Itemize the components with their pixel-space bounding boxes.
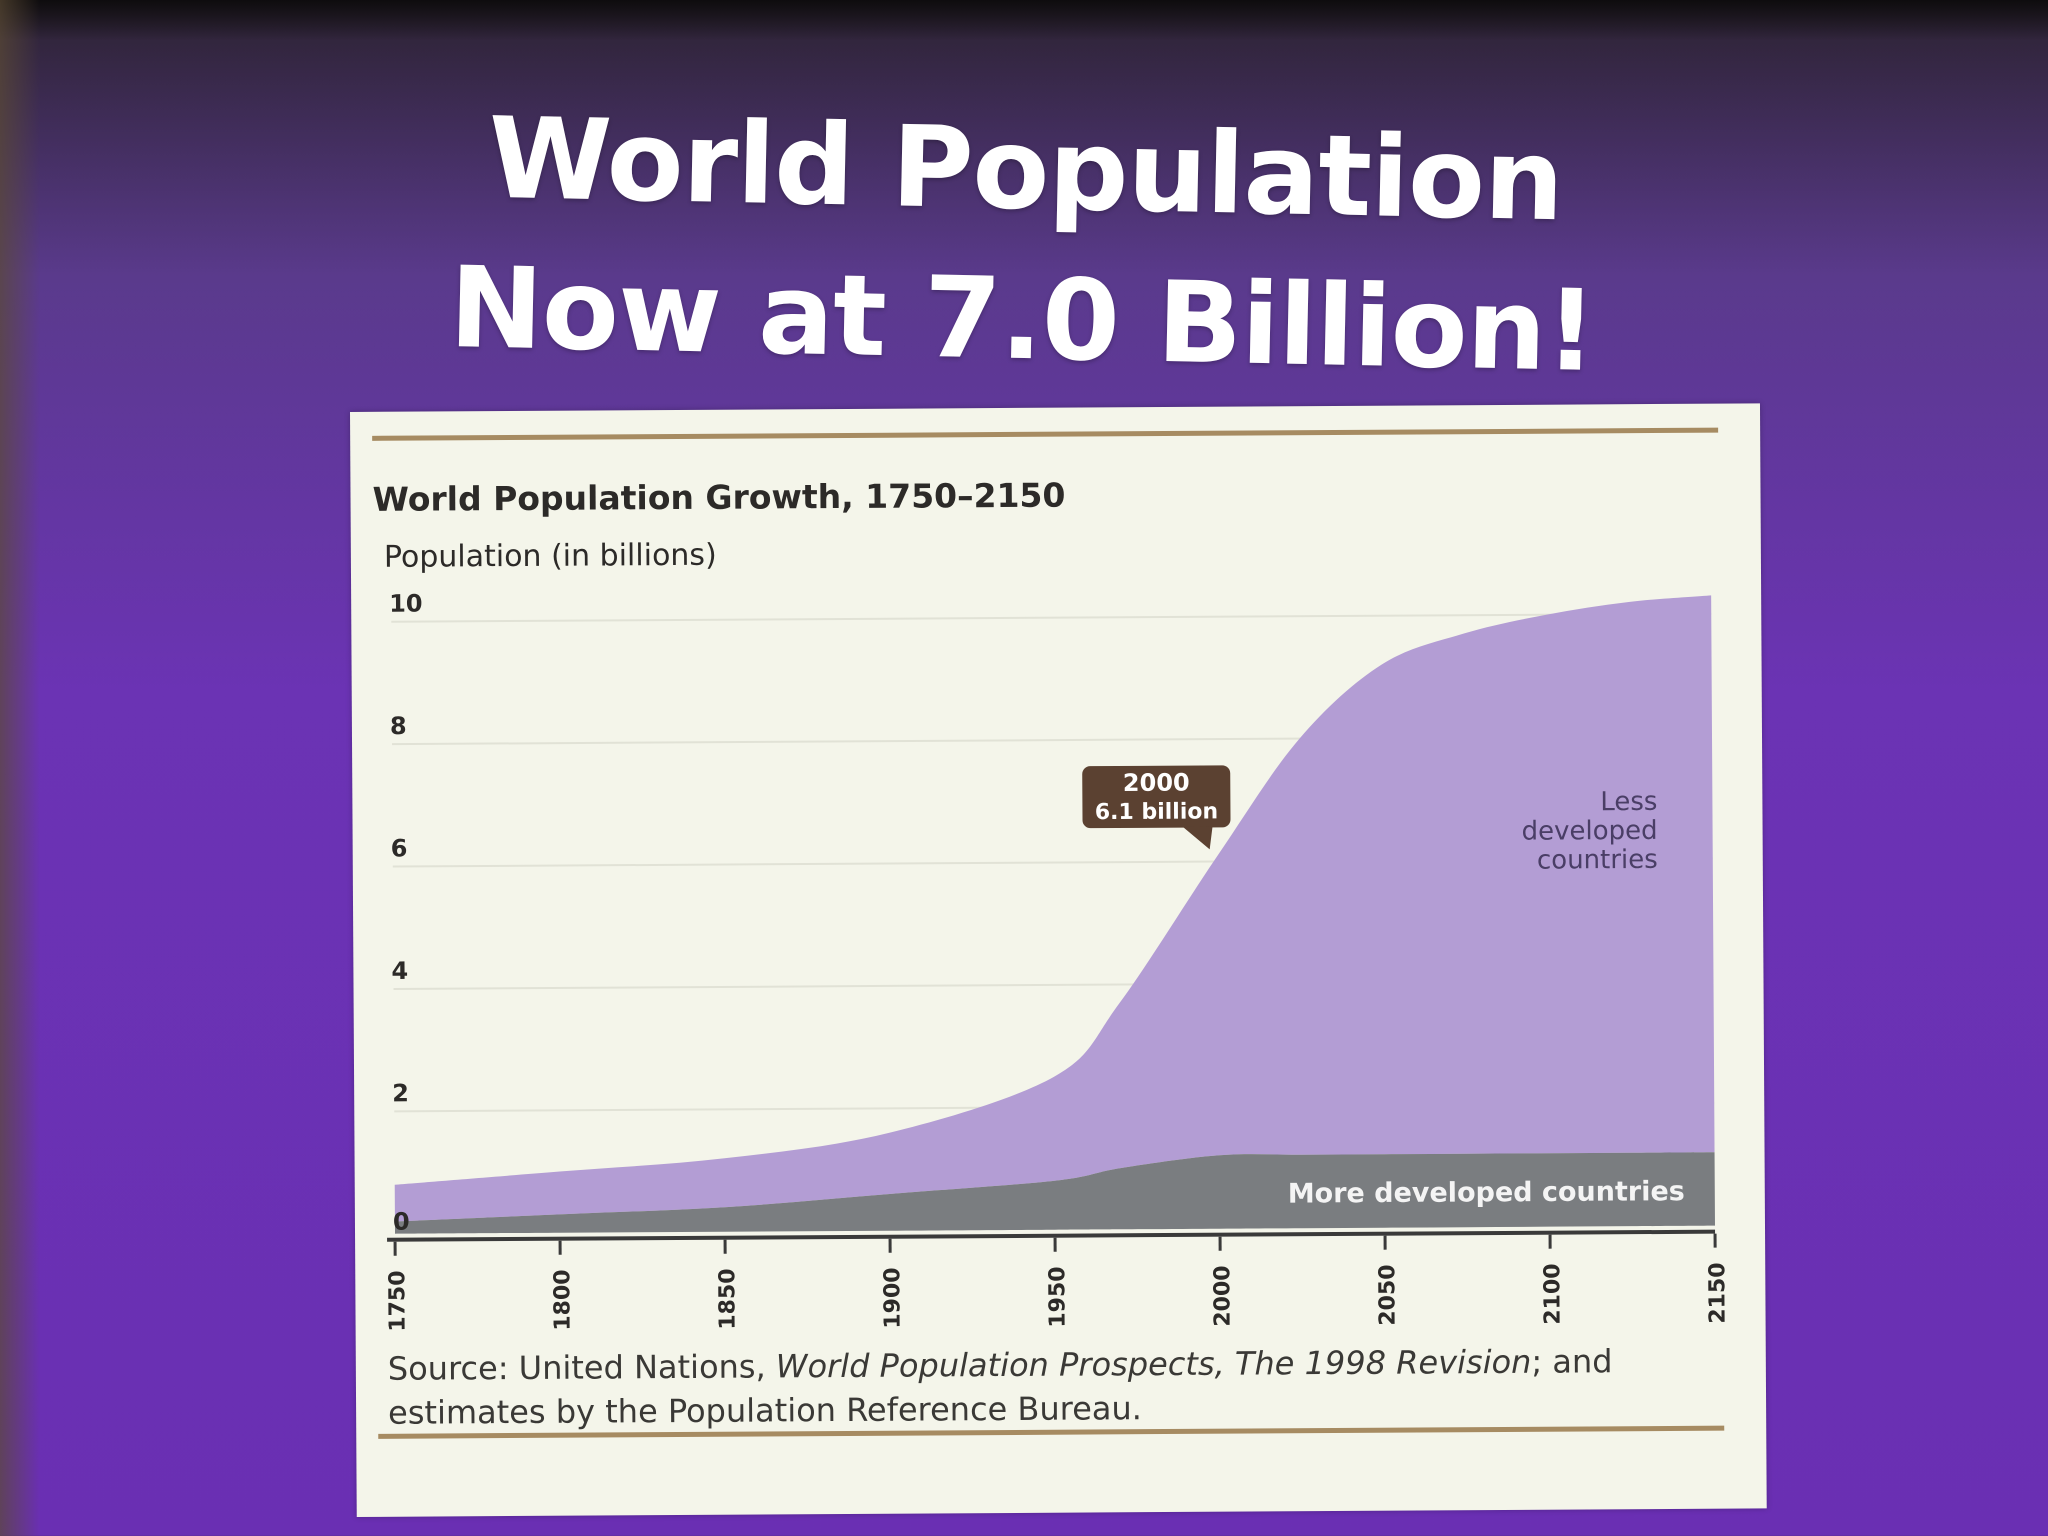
x-tick-label-2050: 2050: [1375, 1264, 1400, 1325]
series-label-less-developed-line-2: developed: [1521, 816, 1657, 847]
chart-panel: World Population Growth, 1750–2150 Popul…: [350, 403, 1767, 1517]
x-tick-label-1950: 1950: [1045, 1266, 1070, 1327]
source-note: Source: United Nations, World Population…: [388, 1338, 1749, 1434]
y-tick-label-10: 10: [389, 590, 423, 618]
x-tick-label-2000: 2000: [1210, 1265, 1235, 1326]
y-tick-label-8: 8: [390, 712, 407, 740]
source-title: World Population Prospects, The 1998 Rev…: [775, 1342, 1532, 1386]
source-prefix: Source: United Nations,: [387, 1347, 776, 1388]
slide-title: World Population Now at 7.0 Billion!: [0, 74, 2048, 417]
population-chart: 0 2 4 6 8 10 1750 1800 1850 1900 1950 2000 2050 2100 2…: [385, 590, 1730, 1332]
y-tick-label-2: 2: [392, 1079, 409, 1107]
y-tick-label-4: 4: [391, 957, 408, 985]
area-more-developed-countries: [394, 1152, 1715, 1234]
y-tick-label-6: 6: [391, 834, 408, 862]
annotation-year: 2000: [1123, 769, 1190, 797]
projector-left-edge: [0, 0, 40, 1536]
annotation-box: [1082, 765, 1231, 829]
series-label-less-developed-line-1: Less: [1600, 787, 1657, 817]
series-label-more-developed: More developed countries: [1288, 1176, 1685, 1209]
x-tick-label-2150: 2150: [1705, 1262, 1730, 1323]
x-tick-label-2100: 2100: [1540, 1263, 1565, 1324]
x-axis-line: [387, 1229, 1716, 1242]
annotation-value: 6.1 billion: [1095, 799, 1218, 825]
series-label-less-developed-line-3: countries: [1537, 845, 1658, 876]
x-tick-label-1900: 1900: [880, 1267, 905, 1328]
projector-top-edge: [0, 0, 2048, 40]
x-tick-label-1850: 1850: [715, 1268, 740, 1329]
x-tick-label-1750: 1750: [385, 1270, 410, 1331]
y-tick-label-0: 0: [393, 1208, 410, 1236]
area-less-developed-countries: [394, 595, 1715, 1222]
annotation-pointer: [1182, 826, 1213, 850]
x-tick-label-1800: 1800: [550, 1269, 575, 1330]
gridline-y-10: [391, 612, 1712, 623]
